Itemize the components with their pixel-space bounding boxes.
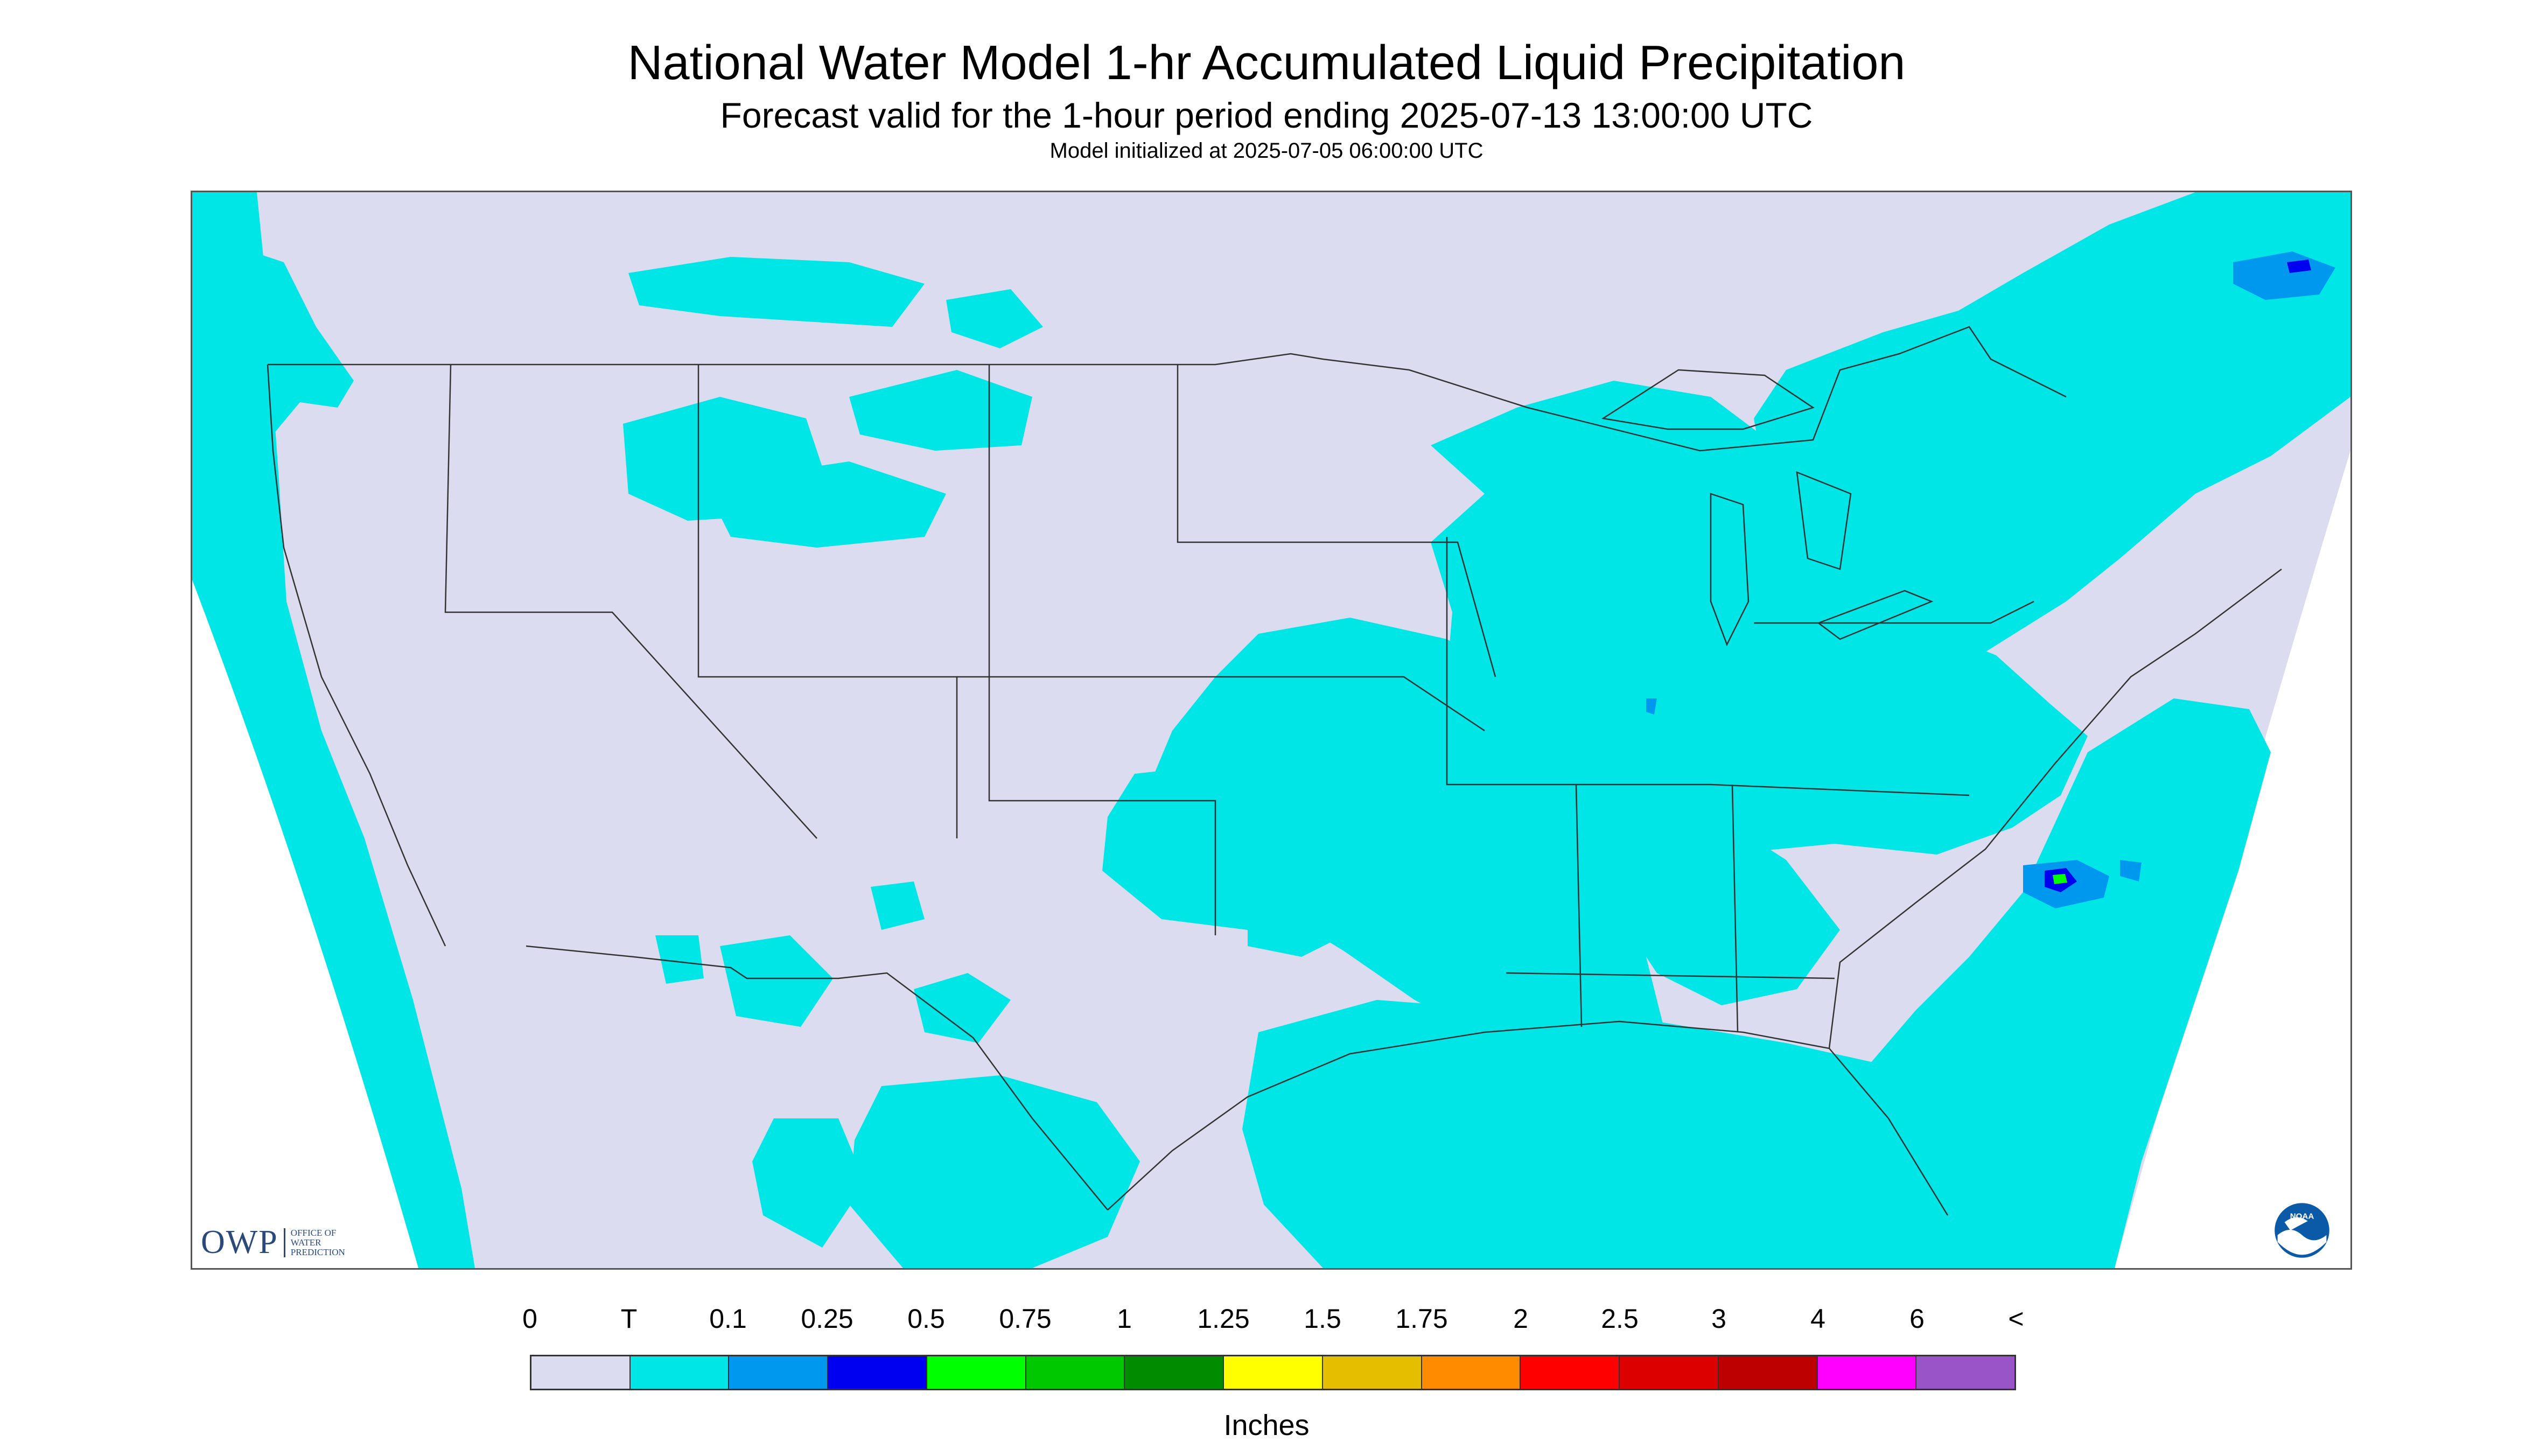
legend-tick-label: 0: [522, 1304, 537, 1334]
atlantic-coast: [1828, 569, 2282, 1049]
map-canvas: [192, 192, 2350, 1268]
great-plains-cell: [1248, 892, 1366, 957]
legend-tick-labels: 0 T 0.1 0.25 0.5 0.75 1 1.25 1.5 1.75 2 2.5 3 4 6 <: [0, 1303, 2533, 1341]
interior-line-4: [988, 365, 1216, 935]
maritime-light-patch: [2233, 251, 2335, 300]
texas-cells: [914, 973, 1011, 1043]
great-lakes-ohio-valley: [1431, 381, 2088, 855]
owp-logo: OWP OFFICE OF WATER PREDICTION: [201, 1223, 345, 1262]
montana-wyoming-cells: [704, 461, 946, 548]
owp-line-2: WATER: [290, 1237, 321, 1248]
legend-tick-label: 6: [1909, 1304, 1925, 1334]
legend-tick-label: 2: [1513, 1304, 1528, 1334]
legend-tick-label: 1.75: [1395, 1304, 1448, 1334]
precipitation-map[interactable]: OWP OFFICE OF WATER PREDICTION NOAA: [191, 191, 2352, 1270]
legend-tick-label: 2.5: [1601, 1304, 1639, 1334]
legend-tick-label: <: [2008, 1304, 2024, 1334]
atlantic-light-patch-2: [2120, 860, 2142, 881]
lake-huron: [1796, 471, 1852, 570]
owp-line-3: PREDICTION: [290, 1247, 345, 1257]
legend-swatch: [1125, 1356, 1224, 1389]
pacific-nw-cells: [192, 225, 354, 569]
owp-logo-mark: OWP: [201, 1224, 278, 1261]
legend-swatch: [531, 1356, 631, 1389]
mexico-west-coast-cells: [752, 1118, 865, 1248]
mexico-cells: [720, 935, 833, 1027]
canada-prairie-cells-2: [946, 289, 1043, 348]
legend-swatch: [1817, 1356, 1917, 1389]
lake-superior: [1601, 369, 1815, 430]
heavy-precip-areas: [2053, 874, 2067, 884]
legend-tick-label: 3: [1711, 1304, 1726, 1334]
legend-swatch: [828, 1356, 927, 1389]
legend-swatch: [1224, 1356, 1323, 1389]
interior-line-1: [697, 365, 958, 838]
west-texas-cell: [871, 881, 925, 930]
interior-line-9: [1754, 600, 2034, 624]
interior-line-7: [1575, 784, 1583, 1027]
atlantic-heavy-core: [2053, 874, 2067, 884]
legend-swatch: [729, 1356, 829, 1389]
us-canada-border: [268, 326, 2067, 452]
west-coast: [267, 364, 446, 947]
gulf-coast-band: [1242, 1000, 1975, 1268]
legend-swatch: [1323, 1356, 1422, 1389]
atlantic-offshore-band: [1824, 698, 2271, 1268]
maritime-moderate-core: [2287, 260, 2311, 273]
mexico-sierra-cells: [849, 1075, 1140, 1268]
state-boundaries: [267, 326, 2282, 1216]
great-lakes: [1601, 369, 1934, 647]
gulf-coast: [1107, 1020, 1949, 1216]
interior-line-6: [1446, 537, 1970, 796]
southern-plains-cells: [1102, 763, 1312, 930]
map-subtitle: Forecast valid for the 1-hour period end…: [720, 95, 1813, 135]
interior-line-8: [1731, 784, 1739, 1033]
legend-tick-label: 1: [1117, 1304, 1132, 1334]
canada-prairie-cells: [628, 257, 925, 327]
legend-swatch: [1718, 1356, 1818, 1389]
noaa-logo-icon: NOAA: [2273, 1202, 2331, 1259]
legend-units: Inches: [1223, 1409, 1310, 1441]
legend-tick-label: 0.5: [907, 1304, 945, 1334]
legend-tick-label: 0.75: [999, 1304, 1052, 1334]
noaa-logo-text: NOAA: [2290, 1212, 2314, 1221]
interior-line-5: [1177, 365, 1496, 677]
mississippi-valley-cells: [1145, 618, 1668, 1065]
owp-line-1: OFFICE OF: [290, 1227, 337, 1238]
interior-line-3: [957, 676, 1485, 732]
indiana-light-dot: [1646, 698, 1657, 715]
map-title: National Water Model 1-hr Accumulated Li…: [627, 36, 1906, 90]
interior-line-10: [1506, 972, 1835, 979]
legend-swatch: [1422, 1356, 1521, 1389]
legend-tick-label: 0.1: [709, 1304, 747, 1334]
arizona-cells: [655, 935, 704, 984]
us-mexico-border: [526, 945, 1108, 1210]
owp-logo-subtitle: OFFICE OF WATER PREDICTION: [283, 1227, 345, 1257]
legend-tick-label: 1.25: [1197, 1304, 1250, 1334]
southeast-cells: [1614, 811, 1840, 1005]
legend-swatch: [1620, 1356, 1719, 1389]
model-init-time: Model initialized at 2025-07-05 06:00:00…: [1049, 139, 1484, 163]
legend-tick-label: 4: [1810, 1304, 1825, 1334]
east-canada-atlantic-band: [1743, 192, 2350, 693]
legend-swatch: [927, 1356, 1026, 1389]
lake-michigan: [1710, 493, 1750, 647]
legend-tick-label: 0.25: [801, 1304, 853, 1334]
legend-swatch: [1521, 1356, 1620, 1389]
trace-precip-areas: [192, 192, 2350, 1268]
legend-tick-label: T: [620, 1304, 638, 1334]
lake-erie: [1817, 590, 1934, 640]
rockies-cells-montana: [849, 370, 1032, 451]
interior-line-2: [444, 364, 817, 839]
precipitation-colorbar: [530, 1355, 2016, 1390]
legend-swatch: [1026, 1356, 1125, 1389]
legend-swatch: [1916, 1356, 2015, 1389]
legend-tick-label: 1.5: [1304, 1304, 1341, 1334]
legend-swatch: [630, 1356, 730, 1389]
